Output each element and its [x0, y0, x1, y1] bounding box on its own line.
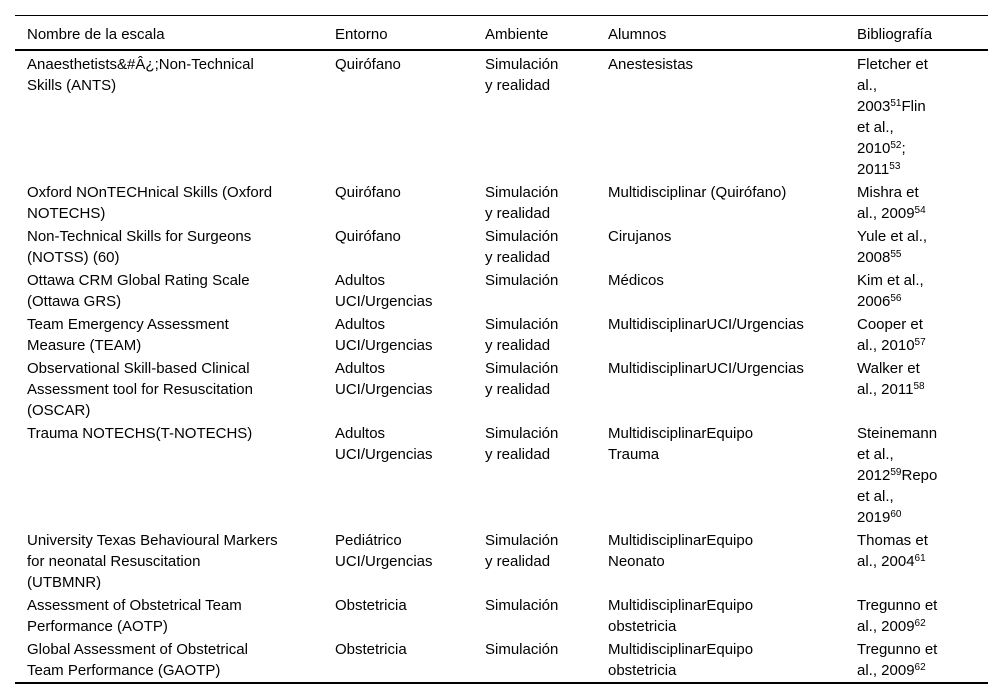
cell-bibliografia: Fletcher et al., 200351Flin et al., 2010… — [857, 56, 928, 178]
table-row: Anaesthetists&#Â¿;Non-Technical Skills (… — [15, 50, 988, 181]
cell-nombre: Non-Technical Skills for Surgeons (NOTSS… — [27, 228, 252, 266]
cell-nombre: Assessment of Obstetrical Team Performan… — [27, 597, 242, 635]
cell-alumnos: MultidisciplinarEquipo obstetricia — [608, 597, 754, 635]
cell-entorno: Quirófano — [335, 228, 401, 245]
citation-superscript: 62 — [914, 618, 926, 629]
cell-alumnos: MultidisciplinarEquipo Trauma — [608, 425, 754, 463]
cell-ambiente: Simulación — [485, 597, 559, 614]
cell-entorno: Adultos UCI/Urgencias — [335, 316, 433, 354]
cell-entorno: Obstetricia — [335, 641, 407, 658]
cell-entorno: Quirófano — [335, 184, 401, 201]
cell-bibliografia: Tregunno et al., 200962 — [857, 597, 938, 635]
cell-entorno: Adultos UCI/Urgencias — [335, 360, 433, 398]
cell-bibliografia: Cooper et al., 201057 — [857, 316, 926, 354]
cell-bibliografia: Thomas et al., 200461 — [857, 532, 928, 570]
cell-bibliografia: Walker et al., 201158 — [857, 360, 925, 398]
table-row: Trauma NOTECHS(T-NOTECHS) Adultos UCI/Urg… — [15, 422, 988, 529]
table-row: Global Assessment of Obstetrical Team Pe… — [15, 638, 988, 683]
scales-table: Nombre de la escala Entorno Ambiente Alu… — [15, 15, 988, 684]
citation-superscript: 54 — [914, 205, 926, 216]
cell-ambiente: Simulación y realidad — [485, 425, 559, 463]
citation-superscript: 60 — [890, 509, 902, 520]
table-row: University Texas Behavioural Markers for… — [15, 529, 988, 594]
column-header-entorno: Entorno — [335, 15, 485, 51]
cell-ambiente: Simulación y realidad — [485, 316, 559, 354]
cell-ambiente: Simulación y realidad — [485, 228, 559, 266]
cell-alumnos: Cirujanos — [608, 228, 672, 245]
citation-superscript: 55 — [890, 249, 902, 260]
cell-nombre: Trauma NOTECHS(T-NOTECHS) — [27, 425, 253, 442]
citation-superscript: 58 — [913, 381, 925, 392]
cell-nombre: Oxford NOnTECHnical Skills (Oxford NOTEC… — [27, 184, 273, 222]
cell-entorno: Quirófano — [335, 56, 401, 73]
cell-alumnos: MultidisciplinarEquipo Neonato — [608, 532, 754, 570]
cell-alumnos: MultidisciplinarUCI/Urgencias — [608, 316, 804, 333]
citation-superscript: 57 — [914, 337, 926, 348]
cell-bibliografia: Steinemann et al., 201259Repo et al., 20… — [857, 425, 938, 526]
cell-nombre: Observational Skill-based Clinical Asses… — [27, 360, 253, 419]
cell-ambiente: Simulación y realidad — [485, 360, 559, 398]
cell-entorno: Adultos UCI/Urgencias — [335, 425, 433, 463]
cell-bibliografia: Kim et al., 200656 — [857, 272, 924, 310]
column-header-alumnos: Alumnos — [608, 15, 857, 51]
cell-alumnos: MultidisciplinarUCI/Urgencias — [608, 360, 804, 377]
cell-alumnos: Anestesistas — [608, 56, 694, 73]
citation-superscript: 62 — [914, 662, 926, 673]
cell-nombre: University Texas Behavioural Markers for… — [27, 532, 278, 591]
column-header-nombre: Nombre de la escala — [15, 15, 335, 51]
column-header-ambiente: Ambiente — [485, 15, 608, 51]
cell-alumnos: MultidisciplinarEquipo obstetricia — [608, 641, 754, 679]
header-row: Nombre de la escala Entorno Ambiente Alu… — [15, 15, 988, 51]
cell-ambiente: Simulación — [485, 272, 559, 289]
cell-bibliografia: Yule et al., 200855 — [857, 228, 928, 266]
cell-ambiente: Simulación — [485, 641, 559, 658]
table-header: Nombre de la escala Entorno Ambiente Alu… — [15, 15, 988, 51]
cell-bibliografia: Mishra et al., 200954 — [857, 184, 926, 222]
citation-superscript: 59 — [890, 467, 902, 478]
table-row: Assessment of Obstetrical Team Performan… — [15, 594, 988, 638]
cell-entorno: Obstetricia — [335, 597, 407, 614]
cell-alumnos: Médicos — [608, 272, 664, 289]
citation-superscript: 56 — [890, 293, 902, 304]
cell-entorno: Adultos UCI/Urgencias — [335, 272, 433, 310]
cell-ambiente: Simulación y realidad — [485, 56, 559, 94]
citation-superscript: 51 — [890, 98, 902, 109]
table-row: Observational Skill-based Clinical Asses… — [15, 357, 988, 422]
cell-ambiente: Simulación y realidad — [485, 532, 559, 570]
cell-nombre: Anaesthetists&#Â¿;Non-Technical Skills (… — [27, 56, 254, 94]
cell-nombre: Ottawa CRM Global Rating Scale (Ottawa G… — [27, 272, 250, 310]
citation-superscript: 61 — [914, 553, 926, 564]
cell-nombre: Team Emergency Assessment Measure (TEAM) — [27, 316, 229, 354]
table-body: Anaesthetists&#Â¿;Non-Technical Skills (… — [15, 50, 988, 683]
citation-superscript: 53 — [889, 161, 901, 172]
cell-bibliografia: Tregunno et al., 200962 — [857, 641, 938, 679]
citation-superscript: 52 — [890, 140, 902, 151]
table-row: Oxford NOnTECHnical Skills (Oxford NOTEC… — [15, 181, 988, 225]
cell-entorno: Pediátrico UCI/Urgencias — [335, 532, 433, 570]
column-header-bibliografia: Bibliografía — [857, 15, 988, 51]
cell-ambiente: Simulación y realidad — [485, 184, 559, 222]
table-row: Team Emergency Assessment Measure (TEAM)… — [15, 313, 988, 357]
table-row: Ottawa CRM Global Rating Scale (Ottawa G… — [15, 269, 988, 313]
table-row: Non-Technical Skills for Surgeons (NOTSS… — [15, 225, 988, 269]
cell-alumnos: Multidisciplinar (Quirófano) — [608, 184, 787, 201]
cell-nombre: Global Assessment of Obstetrical Team Pe… — [27, 641, 248, 679]
